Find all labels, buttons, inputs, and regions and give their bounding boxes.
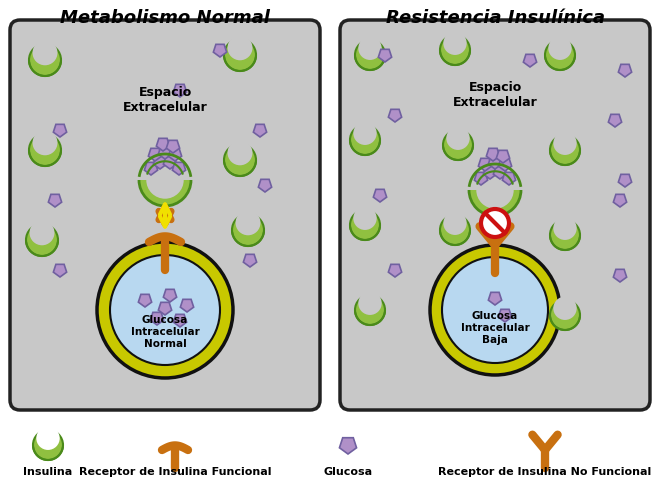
Circle shape bbox=[97, 242, 233, 378]
Circle shape bbox=[32, 130, 57, 155]
Polygon shape bbox=[502, 172, 515, 185]
Polygon shape bbox=[174, 84, 187, 97]
Circle shape bbox=[430, 245, 560, 375]
Polygon shape bbox=[253, 124, 267, 137]
Circle shape bbox=[553, 132, 577, 155]
Polygon shape bbox=[613, 269, 626, 282]
Text: Glucosa
Intracelular
Baja: Glucosa Intracelular Baja bbox=[461, 311, 529, 345]
Circle shape bbox=[550, 220, 580, 250]
Circle shape bbox=[553, 216, 577, 240]
Polygon shape bbox=[174, 314, 187, 327]
Polygon shape bbox=[156, 138, 170, 151]
Bar bbox=[467, 162, 523, 190]
Polygon shape bbox=[496, 150, 510, 163]
Polygon shape bbox=[163, 156, 177, 169]
Polygon shape bbox=[148, 148, 162, 161]
Polygon shape bbox=[53, 124, 67, 137]
Circle shape bbox=[36, 427, 59, 450]
Circle shape bbox=[444, 211, 467, 235]
Circle shape bbox=[26, 224, 58, 256]
Circle shape bbox=[550, 300, 580, 330]
Circle shape bbox=[353, 206, 377, 230]
Polygon shape bbox=[166, 141, 180, 153]
Polygon shape bbox=[158, 147, 172, 159]
Circle shape bbox=[442, 257, 548, 363]
Polygon shape bbox=[339, 438, 356, 454]
Circle shape bbox=[469, 164, 521, 216]
Circle shape bbox=[30, 220, 55, 246]
Polygon shape bbox=[213, 45, 226, 57]
Circle shape bbox=[228, 140, 253, 165]
Polygon shape bbox=[374, 189, 387, 202]
Circle shape bbox=[440, 35, 470, 65]
Circle shape bbox=[443, 130, 473, 160]
Polygon shape bbox=[498, 309, 512, 322]
Circle shape bbox=[33, 430, 63, 460]
Polygon shape bbox=[483, 166, 497, 179]
Polygon shape bbox=[388, 264, 402, 277]
Polygon shape bbox=[493, 166, 507, 179]
FancyBboxPatch shape bbox=[340, 20, 650, 410]
Polygon shape bbox=[145, 162, 158, 175]
Circle shape bbox=[355, 295, 385, 325]
Circle shape bbox=[353, 122, 377, 145]
Circle shape bbox=[446, 127, 470, 150]
Circle shape bbox=[29, 134, 61, 166]
Polygon shape bbox=[53, 264, 67, 277]
Polygon shape bbox=[488, 156, 502, 169]
Polygon shape bbox=[163, 290, 177, 302]
Circle shape bbox=[350, 210, 380, 240]
Text: Receptor de Insulina No Funcional: Receptor de Insulina No Funcional bbox=[438, 467, 651, 477]
Polygon shape bbox=[498, 158, 512, 171]
Polygon shape bbox=[609, 114, 622, 127]
Circle shape bbox=[29, 44, 61, 76]
Circle shape bbox=[110, 255, 220, 365]
Circle shape bbox=[548, 37, 572, 60]
Bar bbox=[137, 152, 193, 180]
Polygon shape bbox=[244, 254, 257, 267]
Circle shape bbox=[236, 210, 261, 235]
Circle shape bbox=[350, 125, 380, 155]
Text: Insulina: Insulina bbox=[23, 467, 73, 477]
Polygon shape bbox=[168, 148, 182, 161]
Polygon shape bbox=[478, 158, 492, 171]
Circle shape bbox=[550, 135, 580, 165]
Text: Metabolismo Normal: Metabolismo Normal bbox=[60, 9, 270, 27]
Text: Espacio
Extracelular: Espacio Extracelular bbox=[123, 86, 207, 114]
Polygon shape bbox=[475, 172, 488, 185]
Polygon shape bbox=[172, 162, 185, 175]
Circle shape bbox=[228, 35, 253, 60]
FancyBboxPatch shape bbox=[10, 20, 320, 410]
Circle shape bbox=[444, 32, 467, 55]
Circle shape bbox=[481, 209, 509, 237]
Polygon shape bbox=[618, 174, 632, 187]
Text: Glucosa: Glucosa bbox=[323, 467, 372, 477]
Polygon shape bbox=[618, 64, 632, 77]
Polygon shape bbox=[388, 109, 402, 122]
Circle shape bbox=[358, 292, 381, 315]
Circle shape bbox=[355, 40, 385, 70]
Polygon shape bbox=[180, 299, 193, 312]
Polygon shape bbox=[523, 54, 537, 67]
Circle shape bbox=[232, 214, 264, 246]
Polygon shape bbox=[150, 312, 164, 325]
Circle shape bbox=[477, 171, 513, 209]
Circle shape bbox=[545, 40, 575, 70]
Text: Receptor de Insulina Funcional: Receptor de Insulina Funcional bbox=[79, 467, 271, 477]
Circle shape bbox=[32, 40, 57, 65]
Polygon shape bbox=[486, 148, 500, 161]
Text: Espacio
Extracelular: Espacio Extracelular bbox=[453, 81, 537, 109]
Circle shape bbox=[440, 215, 470, 245]
Circle shape bbox=[147, 161, 183, 198]
Text: Glucosa
Intracelular
Normal: Glucosa Intracelular Normal bbox=[131, 315, 199, 348]
Polygon shape bbox=[48, 195, 61, 207]
Circle shape bbox=[139, 154, 191, 206]
Polygon shape bbox=[158, 302, 172, 315]
Polygon shape bbox=[488, 293, 502, 305]
Polygon shape bbox=[139, 295, 152, 307]
Polygon shape bbox=[378, 50, 391, 62]
Polygon shape bbox=[613, 195, 626, 207]
Circle shape bbox=[224, 144, 256, 176]
Circle shape bbox=[224, 39, 256, 71]
